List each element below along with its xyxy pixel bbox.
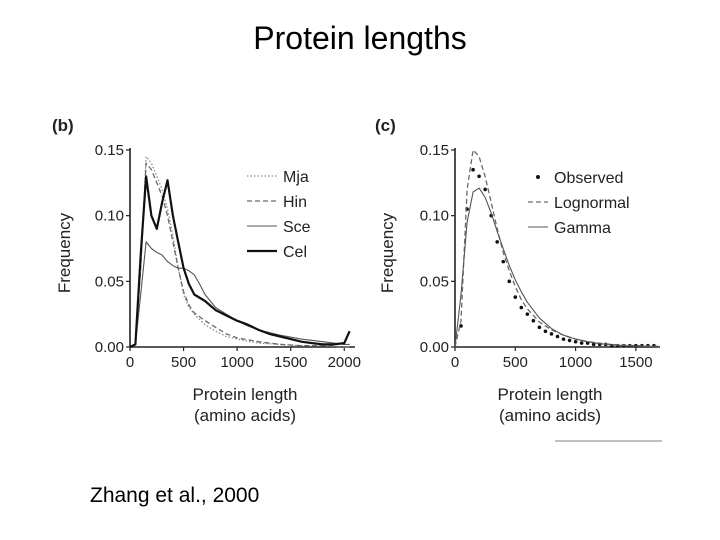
panel-b-x-axis-title-line2: (amino acids) [194, 406, 296, 425]
data-point-observed [549, 332, 554, 336]
data-point-observed [555, 334, 560, 339]
series-line-sce [129, 241, 350, 348]
x-tick-label: 2000 [328, 354, 361, 371]
legend-label-hin: Hin [283, 194, 307, 211]
data-point-observed [519, 305, 524, 310]
x-tick-label: 1000 [220, 354, 253, 371]
slide-title: Protein lengths [253, 20, 467, 56]
data-point-observed [513, 295, 518, 299]
x-tick-label: 1500 [619, 354, 652, 371]
x-tick-label: 0 [126, 354, 134, 371]
x-tick-label: 1000 [559, 354, 592, 371]
data-point-observed [501, 259, 506, 264]
panel-b-y-axis-title: Frequency [55, 212, 74, 293]
data-point-observed [495, 240, 500, 244]
series-line-gamma [454, 187, 661, 348]
panel-c-x-axis-title-line2: (amino acids) [499, 406, 601, 425]
panel-b-x-axis-title-line1: Protein length [193, 385, 298, 404]
y-tick-label: 0.10 [95, 208, 124, 225]
legend-label-lognormal: Lognormal [554, 195, 630, 212]
panel-c-legend: Observed Lognormal Gamma [528, 170, 630, 237]
legend-label-gamma: Gamma [554, 220, 611, 237]
panel-c-axes: 0 500 1000 1500 0.00 0.05 0.10 0.15 [420, 142, 660, 371]
data-point-observed [573, 339, 578, 344]
data-point-observed [591, 342, 596, 347]
y-tick-label: 0.15 [95, 142, 124, 159]
data-point-observed [567, 338, 572, 343]
y-tick-label: 0.15 [420, 142, 449, 159]
citation: Zhang et al., 2000 [90, 484, 260, 507]
y-tick-label: 0.00 [420, 339, 449, 356]
panel-c-y-axis-title: Frequency [378, 212, 397, 293]
panel-b-label: (b) [52, 116, 74, 135]
data-point-observed [531, 318, 536, 323]
x-tick-label: 0 [451, 354, 459, 371]
panel-b-axes: 0 500 1000 1500 2000 0.00 0.05 0.10 0.15 [95, 142, 361, 371]
data-point-observed [471, 167, 475, 172]
panel-c-x-axis-title-line1: Protein length [498, 385, 603, 404]
y-tick-label: 0.05 [420, 273, 449, 290]
panel-b: (b) Frequency Protein length (amino acid… [52, 116, 361, 425]
legend-label-observed: Observed [554, 170, 623, 187]
y-tick-label: 0.00 [95, 339, 124, 356]
data-point-observed [543, 329, 548, 334]
panel-c-label: (c) [375, 116, 396, 135]
data-point-observed [537, 325, 542, 330]
y-tick-label: 0.10 [420, 208, 449, 225]
legend-label-mja: Mja [283, 169, 309, 186]
data-point-observed [525, 312, 530, 316]
data-point-observed [507, 279, 512, 284]
legend-label-sce: Sce [283, 219, 311, 236]
data-point-observed [579, 341, 584, 345]
series-line-mja [129, 155, 350, 348]
x-tick-label: 500 [503, 354, 528, 371]
y-tick-label: 0.05 [95, 273, 124, 290]
legend-swatch-observed [536, 175, 540, 179]
series-line-cel [129, 175, 351, 348]
panel-b-legend: Mja Hin Sce Cel [247, 169, 311, 261]
x-tick-label: 1500 [274, 354, 307, 371]
data-point-observed [561, 337, 566, 341]
x-tick-label: 500 [171, 354, 196, 371]
data-point-observed [477, 174, 481, 179]
panel-b-series-group [129, 155, 351, 348]
data-point-observed [483, 187, 487, 192]
panel-c-series-group [454, 149, 661, 348]
panel-c: (c) Frequency Protein length (amino acid… [375, 116, 662, 442]
series-line-hin [129, 162, 350, 348]
legend-label-cel: Cel [283, 244, 307, 261]
